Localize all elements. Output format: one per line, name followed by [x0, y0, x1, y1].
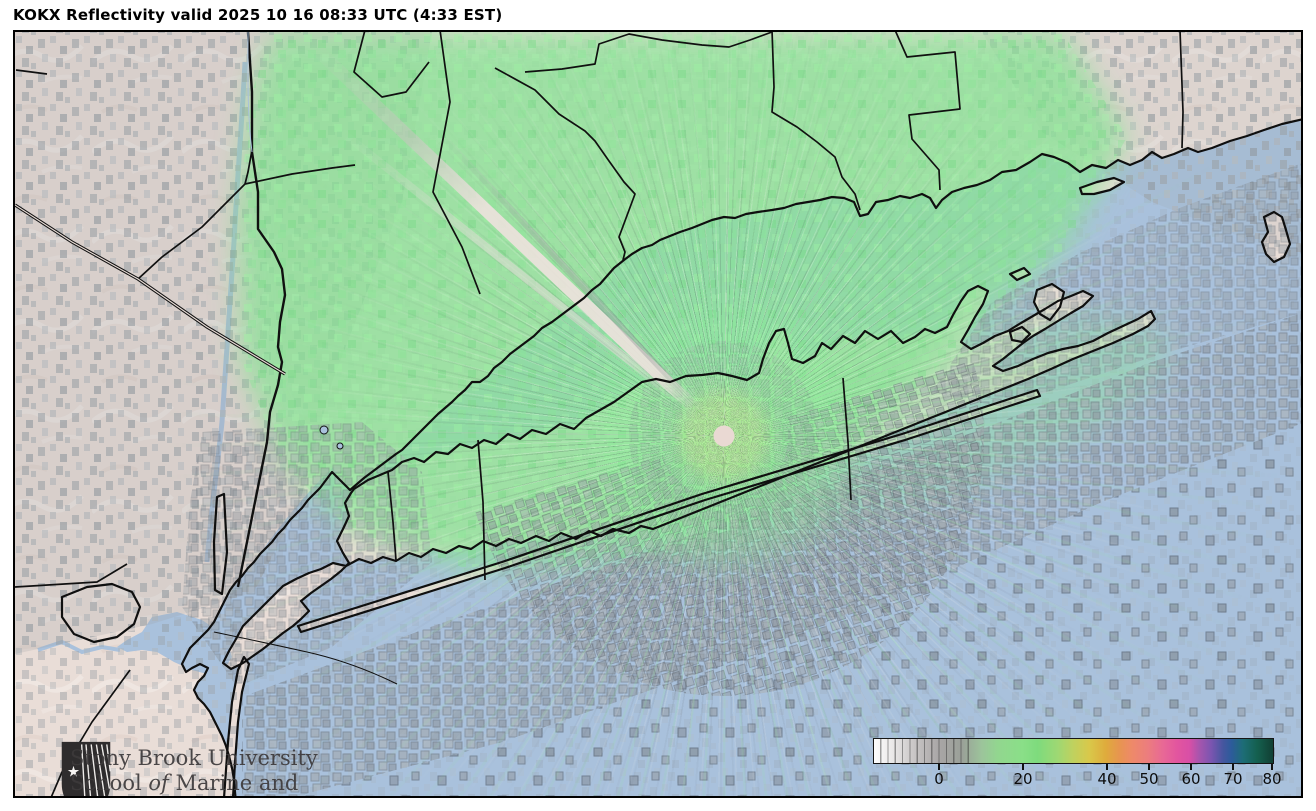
- colorbar-tick: [1148, 764, 1150, 770]
- colorbar-tick: [1106, 764, 1108, 770]
- radar-site-marker: [713, 425, 735, 447]
- state-line-ny-nj: [15, 203, 286, 376]
- colorbar-tick-label: 20: [1013, 770, 1033, 788]
- colorbar-tick: [938, 764, 940, 770]
- colorbar-tick-label: 70: [1223, 770, 1243, 788]
- colorbar-tick-label: 60: [1181, 770, 1201, 788]
- colorbar-tick-label: 0: [934, 770, 944, 788]
- page-title: KOKX Reflectivity valid 2025 10 16 08:33…: [13, 6, 503, 24]
- political-boundaries: [15, 32, 1184, 796]
- reflectivity-colorbar: 0 20 40 50 60 70 80: [873, 738, 1282, 788]
- colorbar-tick-label: 50: [1139, 770, 1159, 788]
- colorbar-tick-label: 80: [1262, 770, 1282, 788]
- colorbar-bins: [874, 739, 974, 763]
- colorbar-tick: [1022, 764, 1024, 770]
- hudson-river: [247, 32, 253, 153]
- radar-map: ★ Stony Brook University School of Marin…: [13, 30, 1303, 798]
- reservoir-lakes: [319, 425, 344, 450]
- colorbar-tick: [1190, 764, 1192, 770]
- map-linework: [15, 32, 1301, 796]
- colorbar-tick-label: 40: [1097, 770, 1117, 788]
- colorbar-tick: [1232, 764, 1234, 770]
- colorbar-tick: [1271, 764, 1273, 770]
- coastlines: [15, 32, 1301, 796]
